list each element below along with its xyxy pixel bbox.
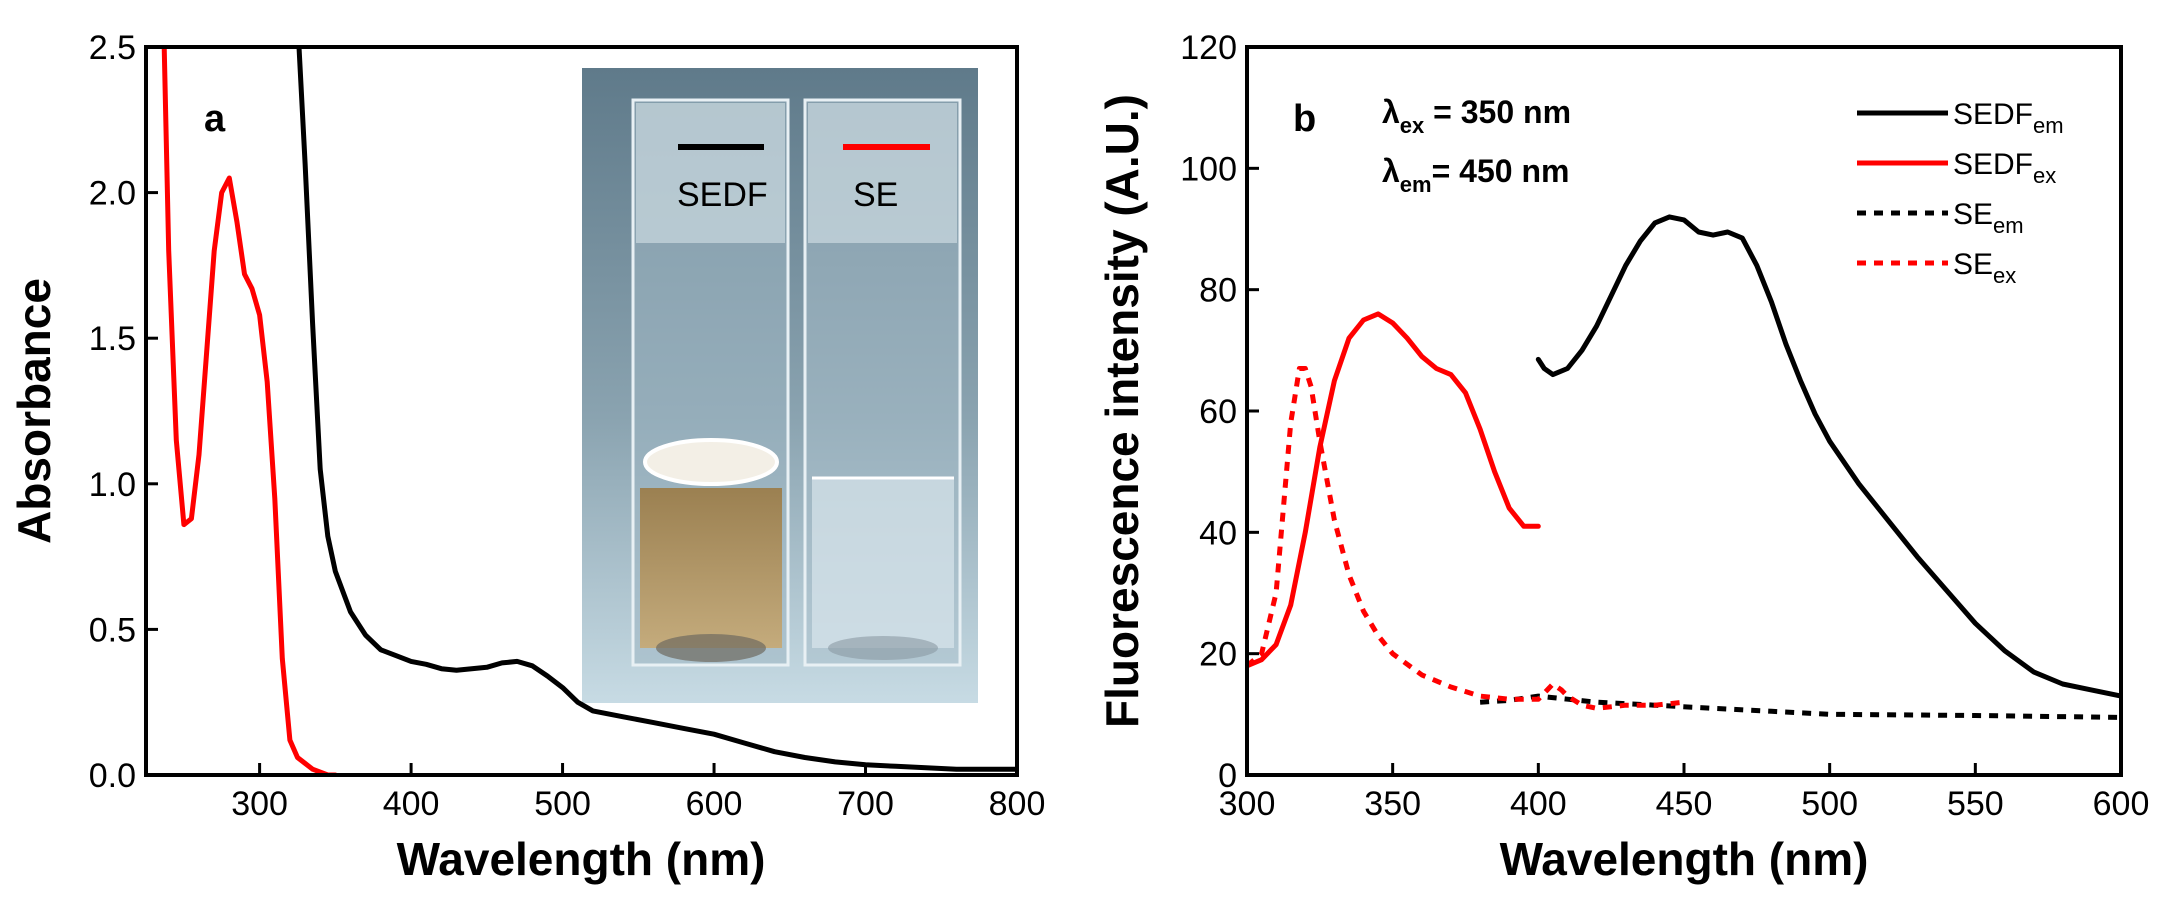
cuvette-right-bottom — [828, 636, 938, 660]
x-axis-label-a: Wavelength (nm) — [397, 833, 766, 885]
absorbance-series-group — [161, 47, 1017, 775]
y-tick-label: 0 — [1218, 757, 1237, 795]
x-tick-label: 700 — [837, 785, 894, 823]
fluorescence-series-group — [1247, 214, 2121, 720]
x-tick-label: 600 — [2093, 785, 2150, 823]
cuvette-right-frost — [808, 103, 957, 243]
y-tick-label: 120 — [1180, 29, 1237, 67]
x-tick-label: 500 — [534, 785, 591, 823]
cuvette-left-meniscus — [643, 438, 779, 486]
y-tick-label: 1.5 — [89, 320, 136, 358]
y-axis-a: 0.0 0.5 1.0 1.5 2.0 2.5 — [89, 29, 158, 795]
inset-label-sedf: SEDF — [677, 176, 768, 214]
y-axis-label-b: Fluorescence intensity (A.U.) — [1096, 94, 1148, 728]
y-tick-label: 40 — [1199, 514, 1237, 552]
cuvette-right-liquid — [812, 478, 954, 648]
cuvette-left-frost — [636, 103, 785, 243]
cuvette-left-liquid — [640, 488, 782, 648]
y-tick-label: 2.0 — [89, 175, 136, 213]
panel-label-b: b — [1293, 98, 1316, 140]
plot-frame-a — [144, 45, 1019, 777]
series-line-4 — [1247, 366, 1685, 711]
x-tick-label: 500 — [1801, 785, 1858, 823]
inset-label-se: SE — [853, 176, 898, 214]
panel-label-a: a — [204, 98, 226, 140]
legend-entry-1: SEDFem — [1953, 98, 2064, 138]
annotation-2: λem= 450 nm — [1382, 153, 1569, 197]
series-line-1 — [296, 47, 1017, 772]
legend-entry-2: SEDFex — [1953, 148, 2056, 188]
x-tick-label: 400 — [383, 785, 440, 823]
y-tick-label: 80 — [1199, 272, 1237, 310]
x-axis-b: 300 350 400 450 500 550 600 — [1219, 763, 2150, 823]
y-tick-label: 2.5 — [89, 29, 136, 67]
x-axis-label-b: Wavelength (nm) — [1500, 833, 1869, 885]
series-line-1 — [1535, 214, 2121, 699]
annotation-1: λex = 350 nm — [1382, 94, 1571, 138]
series-line-2 — [161, 47, 338, 775]
y-axis-label-a: Absorbance — [8, 278, 60, 544]
x-tick-label: 550 — [1947, 785, 2004, 823]
y-tick-label: 0.0 — [89, 757, 136, 795]
cuvette-photo-inset: SEDF SE — [582, 68, 978, 703]
x-tick-label: 300 — [231, 785, 288, 823]
x-axis-a: 300 400 500 600 700 800 — [231, 763, 1045, 823]
y-tick-label: 1.0 — [89, 466, 136, 504]
legend-entry-4: SEex — [1953, 248, 2016, 288]
x-tick-label: 400 — [1510, 785, 1567, 823]
excitation-emission-annotations: λex = 350 nm λem= 450 nm — [1382, 94, 1571, 197]
x-tick-label: 800 — [989, 785, 1046, 823]
series-line-2 — [1247, 311, 1541, 669]
x-tick-label: 450 — [1656, 785, 1713, 823]
x-tick-label: 600 — [686, 785, 743, 823]
y-tick-label: 100 — [1180, 150, 1237, 188]
panel-absorbance: SEDF SE 300 400 500 600 700 800 0.0 0.5 1.0 1.5 2… — [8, 29, 1045, 885]
cuvette-left-bottom — [656, 634, 766, 662]
y-axis-b: 0 20 40 60 80 100 120 — [1180, 29, 1259, 795]
y-tick-label: 20 — [1199, 636, 1237, 674]
y-tick-label: 0.5 — [89, 611, 136, 649]
y-tick-label: 60 — [1199, 393, 1237, 431]
legend-b: SEDFem SEDFex SEem SEex — [1857, 98, 2064, 288]
legend-entry-3: SEem — [1953, 198, 2024, 238]
x-tick-label: 300 — [1219, 785, 1276, 823]
x-tick-label: 350 — [1364, 785, 1421, 823]
